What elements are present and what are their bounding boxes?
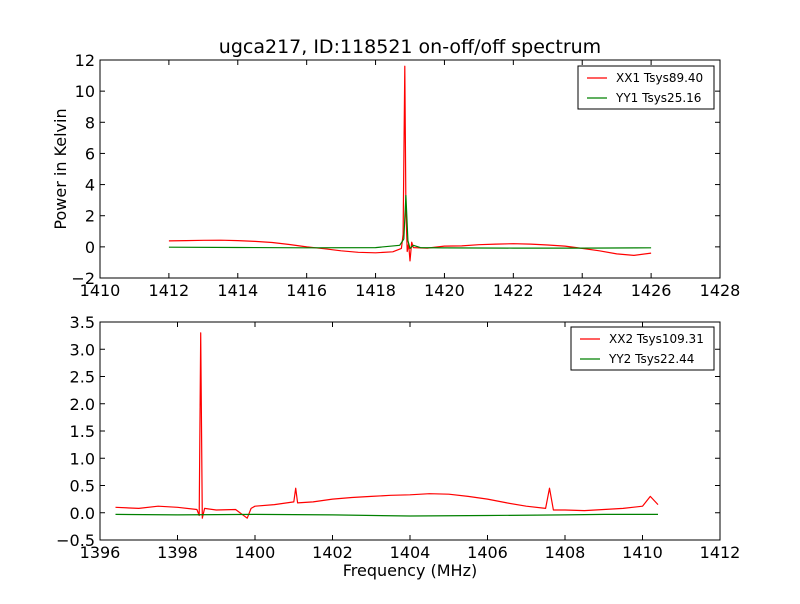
y-tick-label: 0.5 (70, 477, 95, 496)
x-tick-label: 1426 (631, 281, 672, 300)
x-tick-label: 1410 (80, 281, 121, 300)
series-group (168, 65, 652, 262)
x-tick-label: 1398 (157, 543, 198, 562)
x-tick-label: 1424 (562, 281, 603, 300)
y-tick-label: 4 (85, 176, 95, 195)
legend-label: YY1 Tsys25.16 (615, 91, 701, 105)
legend-label: XX2 Tsys109.31 (609, 332, 704, 346)
legend-label: XX1 Tsys89.40 (616, 71, 703, 85)
y-tick-label: 0 (85, 238, 95, 257)
x-tick-label: 1412 (149, 281, 190, 300)
x-tick-label: 1402 (312, 543, 353, 562)
plot-panel-1: 1410 1412 1414 1416 1418 1420 1422 1424 1426 1428… (71, 51, 740, 300)
y-tick-label: 12 (75, 51, 95, 70)
y-tick-label: 0.0 (70, 504, 95, 523)
y-tick-label: 2.5 (70, 368, 95, 387)
x-tick-label: 1412 (700, 543, 741, 562)
y-tick-label: 8 (85, 113, 95, 132)
legend-box (577, 65, 715, 110)
x-tick-label: 1416 (286, 281, 327, 300)
chart-title: ugca217, ID:118521 on-off/off spectrum (219, 36, 601, 58)
x-tick-label: 1422 (493, 281, 534, 300)
x-tick-label: 1404 (390, 543, 431, 562)
y-tick-label: 1.5 (70, 422, 95, 441)
y-tick-label: 6 (85, 144, 95, 163)
x-tick-label: 1396 (80, 543, 121, 562)
y-tick-label: 10 (75, 82, 95, 101)
series-line-xx2 (115, 332, 659, 519)
series-line-yy1 (168, 194, 652, 249)
y-tick-label: 1.0 (70, 449, 95, 468)
x-tick-label: 1420 (424, 281, 465, 300)
legend: XX1 Tsys89.40 YY1 Tsys25.16 (577, 65, 715, 110)
x-tick-label: 1428 (700, 281, 741, 300)
y-tick-label: 2.0 (70, 395, 95, 414)
x-tick-label: 1406 (467, 543, 508, 562)
legend-label: YY2 Tsys22.44 (608, 352, 694, 366)
series-line-xx1 (168, 65, 652, 262)
axes-frame (99, 59, 721, 279)
x-tick-label: 1414 (217, 281, 258, 300)
x-tick-label: 1418 (355, 281, 396, 300)
y-tick-label: 3.0 (70, 340, 95, 359)
y-tick-label: 2 (85, 207, 95, 226)
legend: XX2 Tsys109.31 YY2 Tsys22.44 (570, 326, 715, 371)
y-axis-label: Power in Kelvin (51, 108, 70, 229)
x-tick-label: 1410 (622, 543, 663, 562)
x-tick-label: 1408 (545, 543, 586, 562)
y-tick-label: −2 (71, 269, 95, 288)
x-axis-label: Frequency (MHz) (343, 561, 477, 580)
x-tick-label: 1400 (235, 543, 276, 562)
y-tick-label: −0.5 (56, 531, 95, 550)
series-line-yy2 (115, 513, 658, 517)
y-tick-label: 3.5 (70, 313, 95, 332)
plot-panel-2: 1396 1398 1400 1402 1404 1406 1408 1410 1412 −0.5… (56, 313, 740, 562)
legend-box (570, 326, 715, 371)
series-group (115, 332, 659, 519)
